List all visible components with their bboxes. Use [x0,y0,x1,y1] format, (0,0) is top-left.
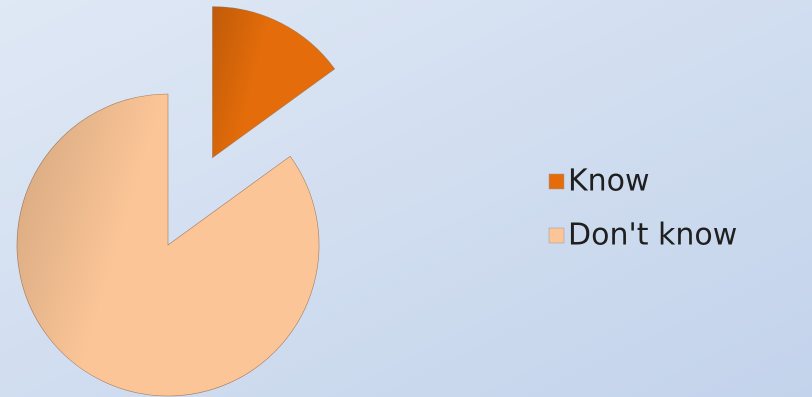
slice-shade [16,94,320,396]
legend-label: Don't know [568,218,737,253]
legend-label: Know [568,164,650,199]
legend-swatch [548,173,565,190]
legend-swatch [548,227,565,244]
slice-shade [212,6,335,158]
